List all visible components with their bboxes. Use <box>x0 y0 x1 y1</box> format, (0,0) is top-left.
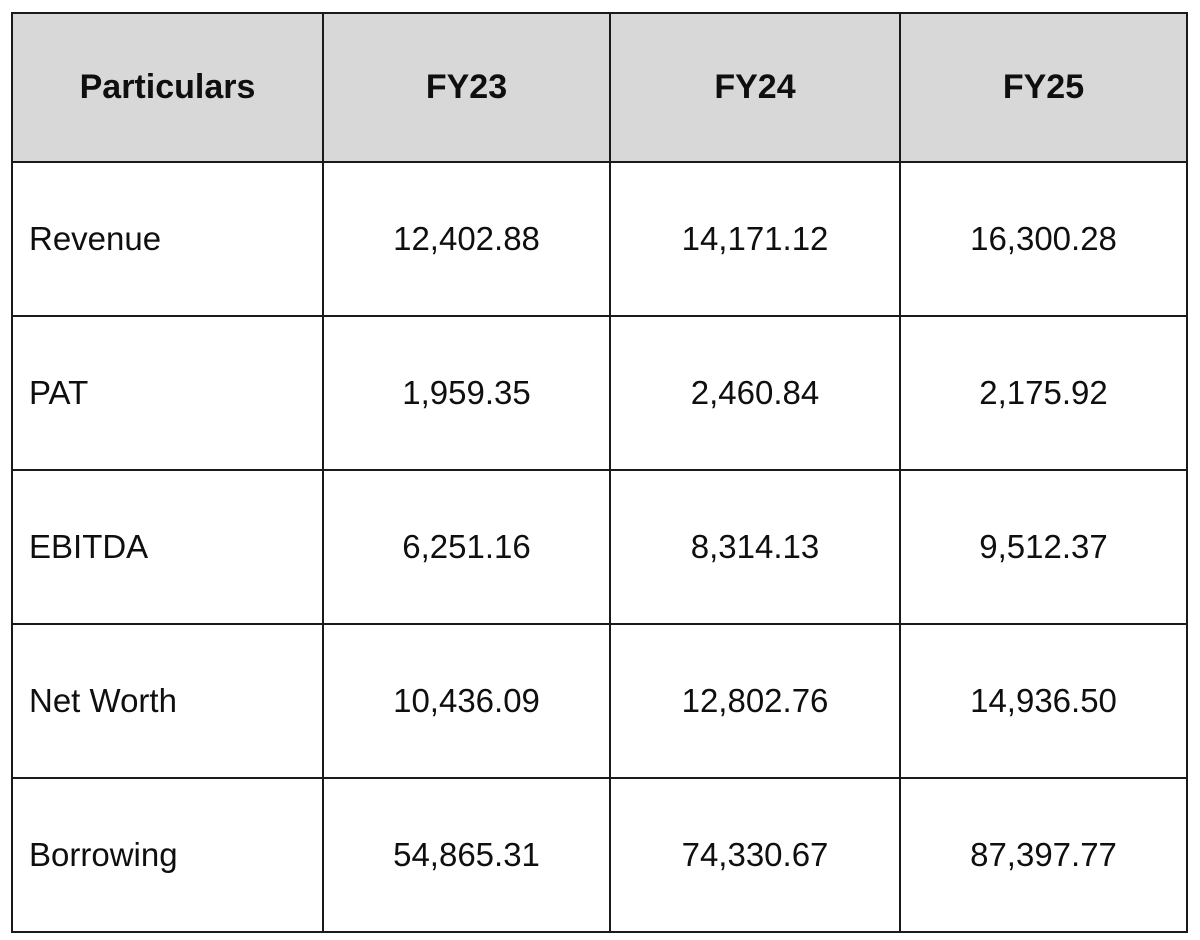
table-row-pat: PAT 1,959.35 2,460.84 2,175.92 <box>11 315 1188 471</box>
borrowing-fy25-value: 87,397.77 <box>899 777 1188 933</box>
net-worth-fy23-value: 10,436.09 <box>322 623 611 779</box>
ebitda-fy25-value: 9,512.37 <box>899 469 1188 625</box>
pat-fy25-value: 2,175.92 <box>899 315 1188 471</box>
ebitda-fy24-value: 8,314.13 <box>609 469 901 625</box>
financials-table-container: Particulars FY23 FY24 FY25 Revenue 12,40… <box>11 12 1188 933</box>
pat-fy23-value: 1,959.35 <box>322 315 611 471</box>
table-row-ebitda: EBITDA 6,251.16 8,314.13 9,512.37 <box>11 469 1188 625</box>
financials-table: Particulars FY23 FY24 FY25 Revenue 12,40… <box>11 12 1188 933</box>
revenue-fy25-value: 16,300.28 <box>899 161 1188 317</box>
net-worth-fy24-value: 12,802.76 <box>609 623 901 779</box>
table-row-net-worth: Net Worth 10,436.09 12,802.76 14,936.50 <box>11 623 1188 779</box>
row-label-pat: PAT <box>11 315 324 471</box>
column-header-particulars: Particulars <box>11 12 324 163</box>
revenue-fy24-value: 14,171.12 <box>609 161 901 317</box>
table-row-borrowing: Borrowing 54,865.31 74,330.67 87,397.77 <box>11 777 1188 933</box>
column-header-fy25: FY25 <box>899 12 1188 163</box>
borrowing-fy24-value: 74,330.67 <box>609 777 901 933</box>
row-label-net-worth: Net Worth <box>11 623 324 779</box>
column-header-fy24: FY24 <box>609 12 901 163</box>
revenue-fy23-value: 12,402.88 <box>322 161 611 317</box>
net-worth-fy25-value: 14,936.50 <box>899 623 1188 779</box>
row-label-ebitda: EBITDA <box>11 469 324 625</box>
row-label-borrowing: Borrowing <box>11 777 324 933</box>
pat-fy24-value: 2,460.84 <box>609 315 901 471</box>
column-header-fy23: FY23 <box>322 12 611 163</box>
table-row-revenue: Revenue 12,402.88 14,171.12 16,300.28 <box>11 161 1188 317</box>
borrowing-fy23-value: 54,865.31 <box>322 777 611 933</box>
ebitda-fy23-value: 6,251.16 <box>322 469 611 625</box>
table-header-row: Particulars FY23 FY24 FY25 <box>11 12 1188 163</box>
row-label-revenue: Revenue <box>11 161 324 317</box>
